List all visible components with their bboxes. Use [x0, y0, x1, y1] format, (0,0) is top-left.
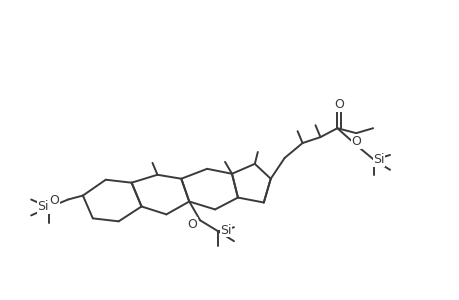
Text: O: O [351, 135, 360, 148]
Text: Si: Si [220, 224, 231, 237]
Text: Si: Si [373, 153, 384, 167]
Text: O: O [49, 194, 59, 207]
Text: O: O [334, 98, 343, 111]
Text: O: O [351, 136, 360, 148]
Text: Si: Si [37, 200, 49, 213]
Text: O: O [187, 218, 197, 231]
